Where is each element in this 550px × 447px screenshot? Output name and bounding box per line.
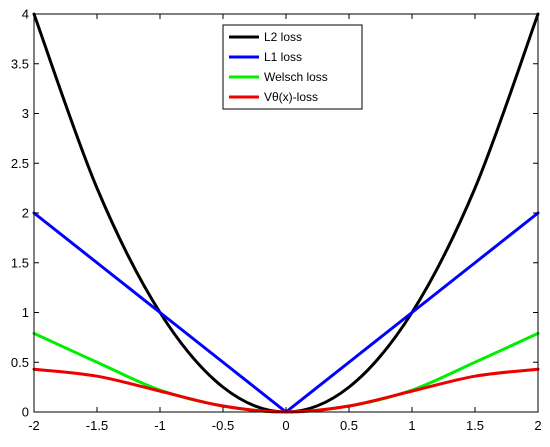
y-tick-label: 4	[22, 7, 29, 22]
y-tick-label: 2	[22, 206, 29, 221]
series-line-l1-loss	[32, 211, 540, 414]
y-tick-label: 1.5	[11, 255, 29, 270]
legend: L2 loss L1 loss Welsch loss Vθ(x)-loss	[222, 24, 363, 110]
x-tick-label: 1.5	[466, 418, 484, 433]
x-tick-label: 0	[282, 418, 289, 433]
series-line-v-x-loss	[32, 367, 540, 414]
x-tick-label: -2	[28, 418, 40, 433]
y-tick-label: 0	[22, 405, 29, 420]
y-tick-label: 0.5	[11, 355, 29, 370]
y-tick-label: 3.5	[11, 56, 29, 71]
x-tick-label: 0.5	[340, 418, 358, 433]
x-tick-label: 1	[408, 418, 415, 433]
legend-box	[222, 24, 363, 110]
legend-label-v-x-loss: Vθ(x)-loss	[264, 90, 318, 104]
x-tick-label: 2	[534, 418, 541, 433]
legend-label-l1-loss: L1 loss	[264, 50, 302, 64]
y-tick-label: 3	[22, 106, 29, 121]
legend-label-welsch-loss: Welsch loss	[264, 70, 328, 84]
series-line-welsch-loss	[32, 331, 540, 414]
axes-ticks: -2 -1.5 -1 -0.5 0 0.5 1 1.5 2 0 0.5 1 1.5 2 2.5 3 3.5 4	[11, 7, 542, 434]
legend-label-l2-loss: L2 loss	[264, 30, 302, 44]
y-tick-label: 1	[22, 305, 29, 320]
x-tick-label: -1	[154, 418, 166, 433]
x-tick-label: -1.5	[86, 418, 108, 433]
x-tick-label: -0.5	[212, 418, 234, 433]
y-tick-label: 2.5	[11, 156, 29, 171]
